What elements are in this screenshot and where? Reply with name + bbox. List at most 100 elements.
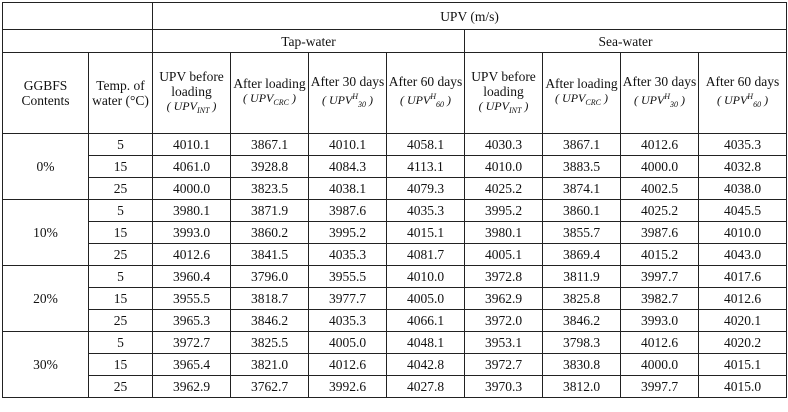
group-title: UPV (m/s) <box>151 2 788 30</box>
table-row: 15 4061.0 3928.8 4084.3 4113.1 4010.0 3883.5 40… <box>3 155 788 178</box>
upv-value-cell: 4081.7 <box>386 243 465 266</box>
upv-value-cell: 3965.3 <box>152 309 231 332</box>
ggbfs-content-cell: 20% <box>2 265 89 332</box>
table-row: 15 3965.4 3821.0 4012.6 4042.8 3972.7 3830.8 40… <box>3 353 788 376</box>
col-header-symbol: ( UPVH30 ) <box>321 92 374 109</box>
corner-cell <box>2 29 153 53</box>
upv-value-cell: 4000.0 <box>620 155 699 178</box>
table-row: 25 3965.3 3846.2 4035.3 4066.1 3972.0 3846.2 39… <box>3 309 788 332</box>
symbol-base: UPV <box>173 98 197 113</box>
upv-value-cell: 3972.7 <box>152 331 231 354</box>
header-row-subgroups: Tap-water Sea-water <box>2 29 788 53</box>
upv-value-cell: 3995.2 <box>308 221 387 244</box>
temperature-cell: 25 <box>88 309 153 332</box>
upv-value-cell: 4002.5 <box>620 177 699 200</box>
upv-value-cell: 3821.0 <box>230 353 309 376</box>
upv-value-cell: 3860.1 <box>542 199 621 222</box>
col-header: After 30 days ( UPVH30 ) <box>620 52 699 134</box>
temperature-cell: 5 <box>88 265 153 288</box>
symbol-sub: 60 <box>436 100 445 109</box>
temperature-cell: 5 <box>88 133 153 156</box>
upv-value-cell: 4038.0 <box>697 177 788 200</box>
col-header-title: UPV before loading <box>159 68 224 99</box>
temperature-cell: 15 <box>88 221 153 244</box>
upv-value-cell: 3796.0 <box>230 265 309 288</box>
upv-value-cell: 3953.1 <box>464 331 543 354</box>
upv-value-cell: 4020.1 <box>697 309 788 332</box>
upv-value-cell: 4000.0 <box>152 177 231 200</box>
upv-value-cell: 3987.6 <box>308 199 387 222</box>
upv-value-cell: 3955.5 <box>308 265 387 288</box>
table-row: 0% 5 4010.1 3867.1 4010.1 4058.1 4030.3 3867.1 4… <box>2 133 788 200</box>
upv-value-cell: 4032.8 <box>697 155 788 178</box>
col-temperature-label: Temp. of water (°C) <box>92 78 149 108</box>
temperature-cell: 25 <box>88 177 153 200</box>
col-header: After 60 days ( UPVH60 ) <box>697 52 788 134</box>
upv-value-cell: 3980.1 <box>152 199 231 222</box>
subgroup-tap-water: Tap-water <box>152 29 465 53</box>
upv-value-cell: 4030.3 <box>464 133 543 156</box>
upv-value-cell: 4010.1 <box>308 133 387 156</box>
upv-value-cell: 3982.7 <box>620 287 699 310</box>
upv-value-cell: 4010.1 <box>152 133 231 156</box>
symbol-base: UPV <box>640 93 665 107</box>
upv-value-cell: 3841.5 <box>230 243 309 266</box>
table-row: 15 3955.5 3818.7 3977.7 4005.0 3962.9 3825.8 39… <box>3 287 788 310</box>
upv-value-cell: 4015.1 <box>386 221 465 244</box>
upv-value-cell: 4017.6 <box>697 265 788 288</box>
col-header-symbol: ( UPVH60 ) <box>399 92 452 109</box>
col-header-symbol: ( UPVCRC ) <box>243 91 296 107</box>
col-header-symbol: ( UPVINT ) <box>478 98 529 115</box>
upv-value-cell: 4012.6 <box>697 287 788 310</box>
table-body: UPV (m/s) Tap-water Sea-water GGBFS Cont… <box>2 2 788 398</box>
upv-value-cell: 4058.1 <box>386 133 465 156</box>
col-header-symbol: ( UPVCRC ) <box>555 91 608 107</box>
temperature-cell: 15 <box>88 287 153 310</box>
upv-value-cell: 3993.0 <box>620 309 699 332</box>
upv-value-cell: 3867.1 <box>542 133 621 156</box>
upv-value-cell: 3812.0 <box>542 375 621 398</box>
upv-value-cell: 4015.1 <box>697 353 788 376</box>
col-header-title: After loading <box>233 76 306 91</box>
upv-value-cell: 4042.8 <box>386 353 465 376</box>
symbol-sub: CRC <box>273 98 289 107</box>
symbol-sub: 30 <box>670 100 679 109</box>
temperature-cell: 5 <box>88 199 153 222</box>
symbol-base: UPV <box>723 93 748 107</box>
upv-value-cell: 4035.3 <box>308 309 387 332</box>
ggbfs-content-cell: 0% <box>2 133 89 200</box>
col-header-title: After 30 days <box>622 74 697 89</box>
upv-value-cell: 4061.0 <box>152 155 231 178</box>
upv-value-cell: 4035.3 <box>386 199 465 222</box>
upv-value-cell: 4035.3 <box>308 243 387 266</box>
upv-value-cell: 3977.7 <box>308 287 387 310</box>
temperature-cell: 5 <box>88 331 153 354</box>
table-row: 15 3993.0 3860.2 3995.2 4015.1 3980.1 3855.7 39… <box>3 221 788 244</box>
upv-value-cell: 3972.8 <box>464 265 543 288</box>
upv-value-cell: 3830.8 <box>542 353 621 376</box>
upv-value-cell: 3980.1 <box>464 221 543 244</box>
upv-value-cell: 4066.1 <box>386 309 465 332</box>
col-header: After 60 days ( UPVH60 ) <box>386 52 465 134</box>
table-row: 25 3962.9 3762.7 3992.6 4027.8 3970.3 3812.0 39… <box>3 375 788 398</box>
upv-value-cell: 3818.7 <box>230 287 309 310</box>
upv-value-cell: 3855.7 <box>542 221 621 244</box>
upv-value-cell: 4012.6 <box>308 353 387 376</box>
upv-value-cell: 3997.7 <box>620 265 699 288</box>
upv-value-cell: 3883.5 <box>542 155 621 178</box>
upv-value-cell: 4084.3 <box>308 155 387 178</box>
temperature-cell: 25 <box>88 243 153 266</box>
col-header: After 30 days ( UPVH30 ) <box>308 52 387 134</box>
subgroup-sea-water: Sea-water <box>463 29 788 53</box>
upv-value-cell: 4027.8 <box>386 375 465 398</box>
upv-value-cell: 4005.1 <box>464 243 543 266</box>
upv-value-cell: 3970.3 <box>464 375 543 398</box>
col-header-symbol: ( UPVH60 ) <box>716 92 769 109</box>
symbol-sup: H <box>747 92 754 101</box>
col-temperature: Temp. of water (°C) <box>88 52 153 134</box>
upv-value-cell: 4025.2 <box>464 177 543 200</box>
upv-value-cell: 4000.0 <box>620 353 699 376</box>
upv-value-cell: 4015.2 <box>620 243 699 266</box>
ggbfs-content-cell: 10% <box>2 199 89 266</box>
upv-value-cell: 3962.9 <box>464 287 543 310</box>
